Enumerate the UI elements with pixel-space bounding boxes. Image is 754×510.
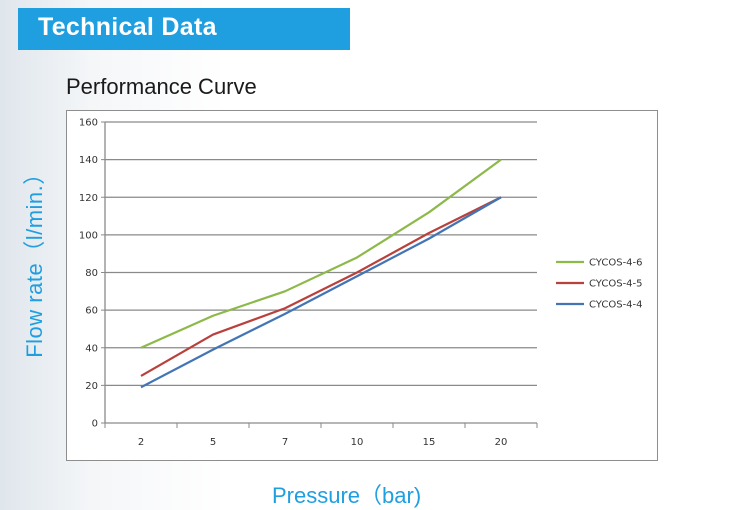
y-tick-label-0: 0 xyxy=(92,419,98,430)
y-tick-label-80: 80 xyxy=(85,268,98,279)
y-tick-label-20: 20 xyxy=(85,381,98,392)
legend-label-CYCOS-4-6: CYCOS-4-6 xyxy=(589,258,643,269)
x-tick-label-7: 7 xyxy=(282,437,288,448)
chart-frame xyxy=(66,110,658,461)
y-tick-label-160: 160 xyxy=(79,118,98,129)
x-tick-label-15: 15 xyxy=(423,437,436,448)
y-tick-label-120: 120 xyxy=(79,193,98,204)
x-axis-label: Pressure（bar) xyxy=(272,483,422,508)
legend-label-CYCOS-4-5: CYCOS-4-5 xyxy=(589,279,643,290)
x-tick-label-2: 2 xyxy=(138,437,144,448)
x-tick-label-20: 20 xyxy=(495,437,508,448)
chart-title: Performance Curve xyxy=(66,74,257,99)
y-axis-label: Flow rate（l/min.） xyxy=(22,162,47,358)
y-tick-label-100: 100 xyxy=(79,230,98,241)
x-tick-label-5: 5 xyxy=(210,437,216,448)
section-title: Technical Data xyxy=(38,13,217,41)
y-tick-label-140: 140 xyxy=(79,155,98,166)
series-line-CYCOS-4-6 xyxy=(140,158,502,349)
section-title-banner: Technical Data xyxy=(18,8,350,50)
y-tick-label-40: 40 xyxy=(85,343,98,354)
series-line-CYCOS-4-4 xyxy=(140,196,502,389)
y-tick-label-60: 60 xyxy=(85,306,98,317)
series-line-CYCOS-4-5 xyxy=(140,196,502,377)
legend-label-CYCOS-4-4: CYCOS-4-4 xyxy=(589,300,643,311)
x-tick-label-10: 10 xyxy=(351,437,364,448)
